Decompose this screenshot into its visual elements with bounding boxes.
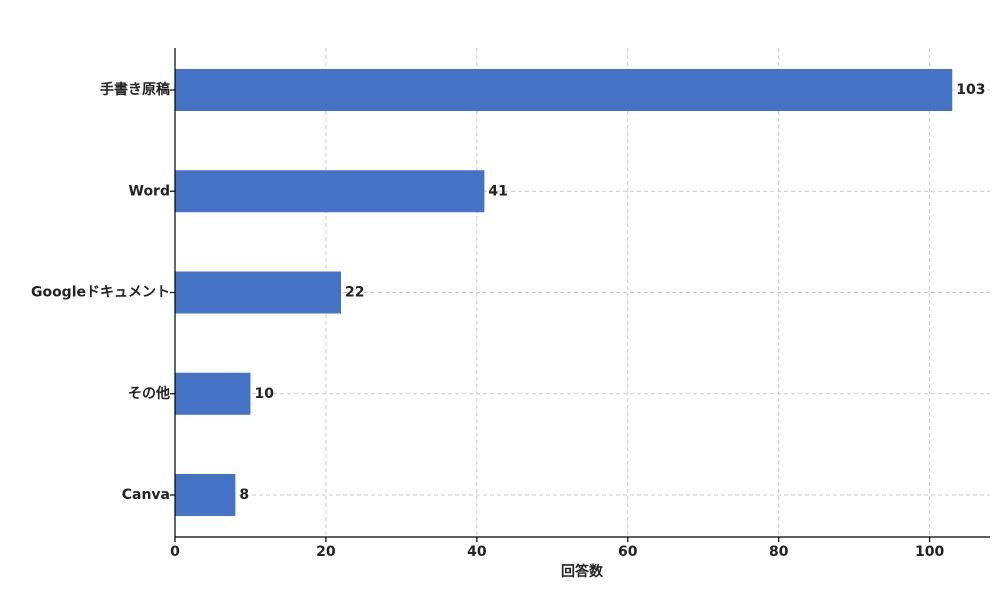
y-tick-label: Word: [129, 183, 171, 199]
bar: [175, 474, 236, 516]
x-tick-label: 80: [769, 544, 789, 560]
x-tick-label: 100: [915, 544, 944, 560]
data-label: 103: [956, 82, 985, 98]
x-tick-label: 40: [467, 544, 487, 560]
data-label: 22: [345, 285, 364, 301]
bar: [175, 271, 342, 314]
y-tick-label: その他: [128, 385, 170, 402]
x-tick-label: 0: [170, 544, 180, 560]
x-axis-label: 回答数: [561, 563, 604, 580]
bar: [175, 170, 485, 213]
data-label: 8: [239, 487, 249, 503]
data-label: 41: [488, 183, 507, 199]
bar: [175, 69, 953, 111]
y-tick-label: 手書き原稿: [100, 81, 170, 98]
x-tick-label: 20: [316, 544, 336, 560]
data-label: 10: [254, 386, 274, 402]
y-tick-label: Canva: [122, 487, 170, 503]
y-tick-label: Googleドキュメント: [31, 285, 170, 301]
x-tick-label: 60: [618, 544, 638, 560]
bar: [175, 372, 251, 415]
